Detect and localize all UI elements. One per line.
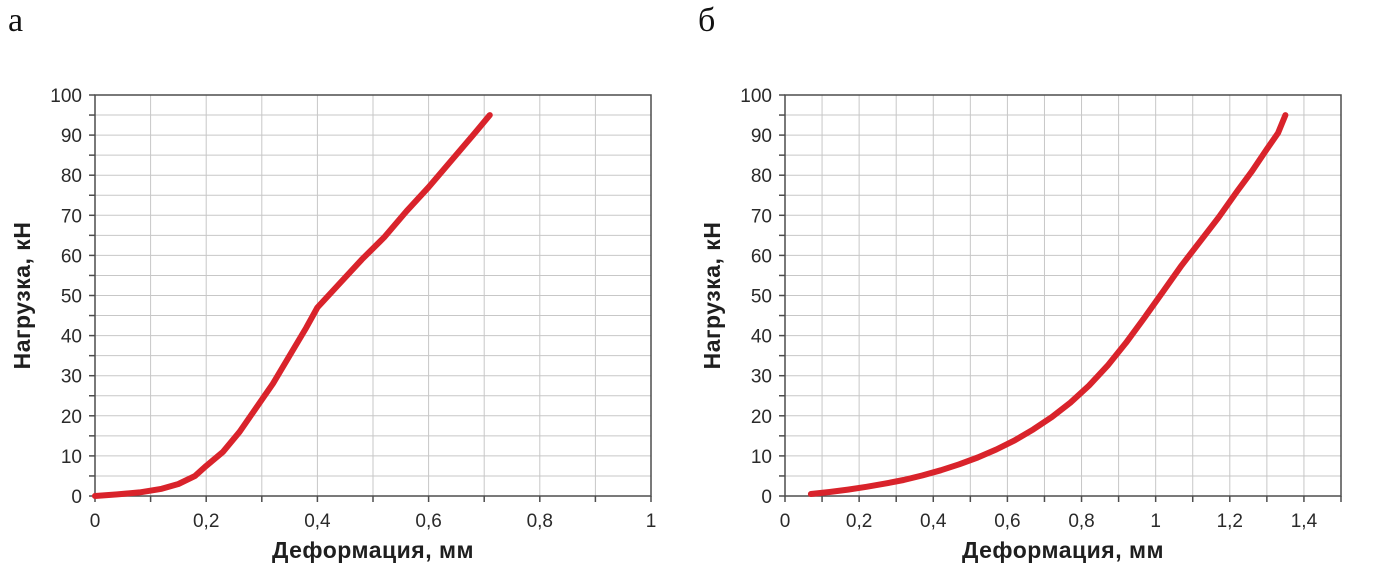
chart-svg: 0 0,2 0,4 0,6 0,8 10102030405060708090100Дефо… (9, 86, 657, 563)
gridlines (94, 94, 652, 497)
y-tick-label: 50 (61, 287, 82, 308)
panel-b: б 0 0,2 0,4 0,6 0,8 1 1,2 1,4 0 10 20 30 40 50 60 70 80 9… (690, 0, 1379, 574)
y-tick-label: 40 (751, 327, 772, 348)
x-tick-label: 1,4 (1291, 511, 1318, 532)
y-tick-label: 50 (751, 287, 772, 308)
y-tick-label: 0 (761, 487, 772, 508)
y-tick-label: 20 (751, 407, 772, 428)
x-tick-label: 0,2 (193, 511, 219, 532)
x-axis-title: Деформация, мм (272, 537, 474, 563)
y-axis-title: Нагрузка, кН (9, 222, 35, 370)
panel-a-label: а (8, 2, 24, 39)
x-tick-label: 1 (646, 511, 657, 532)
tick-marks (779, 94, 1342, 502)
tick-marks (89, 94, 652, 502)
x-tick-label: 0,4 (920, 511, 947, 532)
y-tick-label: 40 (61, 327, 82, 348)
x-tick-label: 0 (780, 511, 791, 532)
gridlines (784, 94, 1342, 497)
y-tick-label: 30 (61, 367, 82, 388)
chart-a: 0 0,2 0,4 0,6 0,8 1 0 10 20 30 40 50 60 70 80 90 100 Дефо… (0, 0, 689, 574)
y-tick-label: 0 (71, 487, 82, 508)
x-tick-label: 0,6 (994, 511, 1020, 532)
y-axis-title: Нагрузка, кН (699, 222, 725, 370)
y-tick-label: 60 (751, 246, 772, 267)
x-axis-title: Деформация, мм (962, 537, 1164, 563)
y-tick-label: 90 (751, 126, 772, 147)
x-tick-label: 0,8 (527, 511, 553, 532)
panel-b-label: б (698, 2, 716, 39)
x-tick-label: 0,6 (415, 511, 441, 532)
y-tick-label: 10 (61, 447, 82, 468)
x-tick-label: 0,2 (846, 511, 872, 532)
y-tick-label: 10 (751, 447, 772, 468)
y-tick-label: 20 (61, 407, 82, 428)
panel-a: а 0 0,2 0,4 0,6 0,8 1 0 10 20 30 40 50 60 70 80 90 100 Де… (0, 0, 689, 574)
y-tick-label: 30 (751, 367, 772, 388)
chart-svg: 0 0,2 0,4 0,6 0,8 1 1,2 1,4 0 10 20 30 40 50 60 70 80 90 1… (699, 86, 1342, 563)
load-curve (807, 112, 1289, 497)
x-tick-label: 0,4 (304, 511, 331, 532)
x-tick-label: 1,2 (1217, 511, 1243, 532)
y-tick-label: 60 (61, 246, 82, 267)
y-tick-label: 80 (61, 166, 82, 187)
x-tick-label: 0,8 (1068, 511, 1094, 532)
load-curve (92, 112, 493, 499)
chart-b: 0 0,2 0,4 0,6 0,8 1 1,2 1,4 0 10 20 30 40 50 60 70 80 90 1… (690, 0, 1379, 574)
y-tick-label: 100 (740, 86, 772, 107)
y-tick-label: 70 (751, 206, 772, 227)
y-tick-label: 100 (50, 86, 82, 107)
y-tick-label: 70 (61, 206, 82, 227)
x-tick-label: 0 (90, 511, 101, 532)
y-tick-label: 80 (751, 166, 772, 187)
x-tick-label: 1 (1150, 511, 1161, 532)
y-tick-label: 90 (61, 126, 82, 147)
